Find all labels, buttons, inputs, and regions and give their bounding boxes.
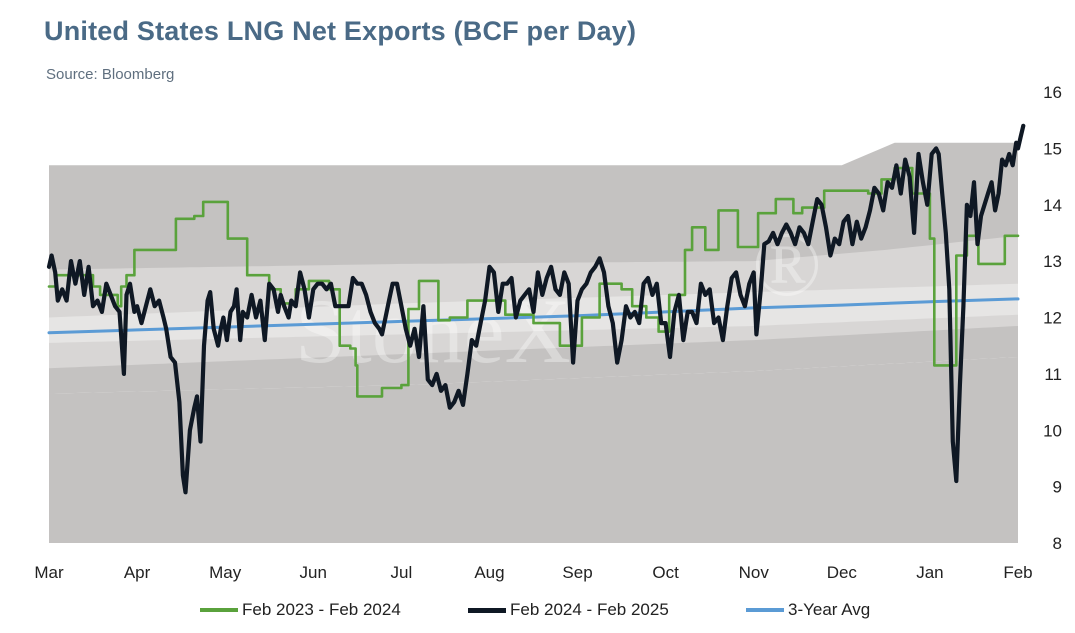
y-tick-label: 11 (1044, 365, 1062, 384)
x-tick-label: Nov (739, 563, 770, 582)
x-tick-label: May (209, 563, 242, 582)
y-tick-label: 16 (1043, 83, 1062, 102)
axes: 8 9 10 11 12 13 14 15 16 Mar Apr May Jun Jul Aug Sep Oct… (34, 83, 1062, 582)
y-tick-label: 10 (1043, 421, 1062, 440)
x-tick-label: Aug (474, 563, 504, 582)
x-tick-label: Dec (827, 563, 858, 582)
legend-swatch-black (468, 607, 506, 613)
series-line-feb-2024-feb-2025 (46, 123, 1026, 495)
x-tick-label: Jun (300, 563, 327, 582)
legend-item-3-year-avg: 3-Year Avg (746, 600, 870, 620)
y-tick-label: 8 (1053, 534, 1062, 553)
legend-item-feb-2024-feb-2025: Feb 2024 - Feb 2025 (468, 600, 669, 620)
legend: Feb 2023 - Feb 2024 Feb 2024 - Feb 2025 … (0, 600, 1075, 624)
x-tick-label: Jul (390, 563, 412, 582)
x-tick-label: Oct (652, 563, 679, 582)
x-tick-label: Jan (916, 563, 943, 582)
legend-swatch-green (200, 608, 238, 612)
legend-label: 3-Year Avg (788, 600, 871, 619)
x-tick-label: Apr (124, 563, 151, 582)
y-tick-label: 12 (1043, 309, 1062, 328)
x-tick-label: Mar (34, 563, 64, 582)
chart-subtitle: Source: Bloomberg (46, 66, 175, 83)
chart-title: United States LNG Net Exports (BCF per D… (44, 16, 637, 46)
x-tick-label: Feb (1003, 563, 1032, 582)
series-line-feb-2023-feb-2024 (47, 166, 1020, 398)
y-tick-label: 14 (1043, 196, 1062, 215)
series-lines (46, 123, 1026, 495)
x-tick-label: Sep (562, 563, 592, 582)
y-tick-label: 15 (1043, 139, 1062, 158)
y-tick-label: 13 (1043, 252, 1062, 271)
band-lower-region (49, 357, 1018, 543)
legend-item-feb-2023-feb-2024: Feb 2023 - Feb 2024 (200, 600, 401, 620)
y-tick-label: 9 (1053, 478, 1062, 497)
legend-swatch-blue (746, 608, 784, 612)
legend-label: Feb 2023 - Feb 2024 (242, 600, 401, 619)
legend-label: Feb 2024 - Feb 2025 (510, 600, 669, 619)
